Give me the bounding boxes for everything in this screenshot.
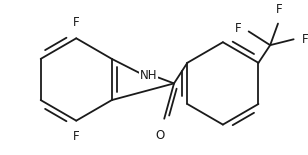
- Text: F: F: [302, 33, 308, 46]
- Text: O: O: [156, 128, 165, 142]
- Text: F: F: [276, 3, 282, 16]
- Text: NH: NH: [140, 69, 157, 82]
- Text: F: F: [73, 129, 79, 142]
- Text: F: F: [235, 22, 242, 35]
- Text: F: F: [73, 16, 79, 29]
